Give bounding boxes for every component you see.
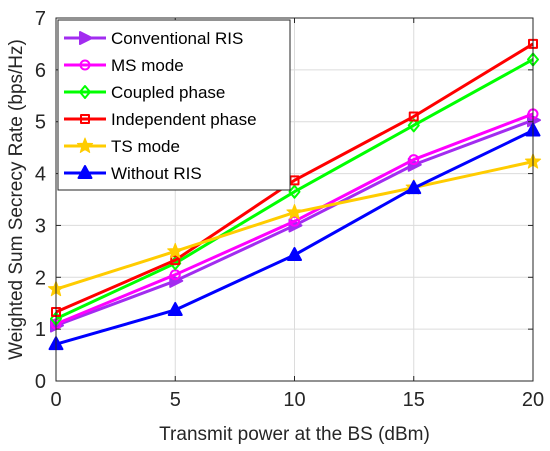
- y-tick-label: 4: [35, 164, 46, 186]
- y-axis-label: Weighted Sum Secrecy Rate (bps/Hz): [6, 39, 27, 360]
- legend-label: Independent phase: [111, 110, 257, 129]
- y-tick-label: 2: [35, 267, 46, 289]
- data-point: [408, 154, 420, 166]
- series-line: [55, 58, 534, 321]
- legend-label: MS mode: [111, 56, 184, 75]
- data-point: [407, 118, 420, 133]
- data-point: [287, 246, 302, 261]
- series-line: [55, 42, 534, 314]
- data-point: [408, 111, 419, 122]
- series-line: [55, 112, 534, 326]
- data-point: [167, 242, 184, 259]
- legend-marker: [79, 31, 93, 45]
- x-tick-label: 15: [403, 389, 425, 411]
- legend-item: MS mode: [64, 56, 184, 75]
- legend-item: Independent phase: [64, 110, 257, 129]
- series-layer: [47, 38, 542, 351]
- x-tick-label: 10: [283, 389, 305, 411]
- data-point: [289, 215, 300, 227]
- legend-box: [57, 19, 291, 191]
- legend-marker: [76, 137, 94, 153]
- y-tick-label: 0: [35, 371, 46, 393]
- y-tick-label: 7: [35, 8, 46, 30]
- legend-item: Conventional RIS: [64, 29, 243, 48]
- x-axis-label: Transmit power at the BS (dBm): [159, 424, 430, 445]
- x-tick-label: 20: [522, 389, 544, 411]
- y-tick-label: 1: [35, 319, 46, 341]
- y-tick-label: 6: [35, 60, 46, 82]
- legend-label: Conventional RIS: [111, 29, 243, 48]
- axis-ticks: 0 1 2 3 4 5 6 7 0 5 10 15 20: [35, 8, 544, 411]
- data-point: [286, 203, 303, 220]
- y-tick-label: 3: [35, 215, 46, 237]
- data-point: [288, 184, 301, 199]
- x-tick-label: 0: [50, 389, 61, 411]
- legend-item: TS mode: [64, 137, 180, 156]
- legend-label: Coupled phase: [111, 83, 225, 102]
- legend-marker: [79, 59, 91, 71]
- data-point: [167, 301, 183, 316]
- x-tick-label: 5: [170, 389, 181, 411]
- legend-marker: [77, 165, 93, 179]
- legend: Conventional RIS MS mode Coupled phase Inde…: [57, 19, 291, 191]
- legend-marker: [80, 114, 90, 124]
- legend-marker: [79, 85, 91, 99]
- legend-item: Without RIS: [64, 164, 202, 183]
- legend-label: TS mode: [111, 137, 180, 156]
- data-point: [406, 180, 422, 195]
- y-tick-label: 5: [35, 112, 46, 134]
- legend-item: Coupled phase: [64, 83, 225, 102]
- legend-label: Without RIS: [111, 164, 202, 183]
- data-point: [170, 255, 181, 266]
